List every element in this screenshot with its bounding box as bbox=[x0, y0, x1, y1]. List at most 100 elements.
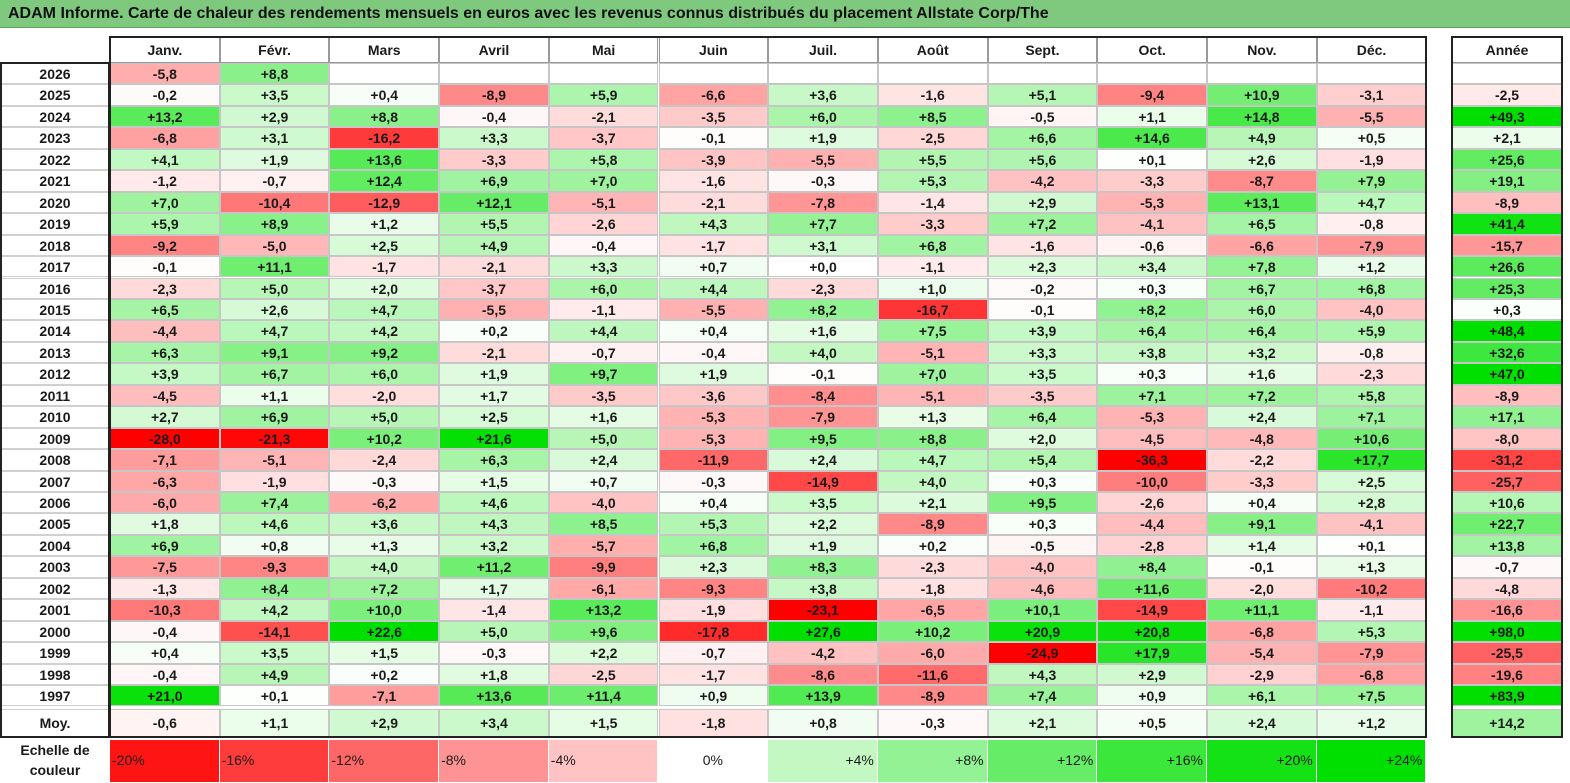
heatmap-cell: +0,4 bbox=[110, 642, 220, 664]
row-label: 2020 bbox=[0, 191, 110, 214]
year-total-cell: +98,0 bbox=[1452, 620, 1562, 643]
heatmap-cell: +8,4 bbox=[1097, 556, 1207, 578]
heatmap-cell: +0,4 bbox=[329, 84, 440, 106]
heatmap-cell: -9,4 bbox=[1097, 84, 1207, 106]
heatmap-cell bbox=[439, 63, 549, 85]
heatmap-cell: +4,7 bbox=[219, 320, 330, 342]
heatmap-cell: -0,5 bbox=[987, 105, 1098, 128]
year-total-cell: +83,9 bbox=[1452, 685, 1562, 707]
heatmap-cell: +11,1 bbox=[219, 256, 330, 278]
color-scale-swatch: +16% bbox=[1097, 740, 1207, 782]
row-label: 2026 bbox=[0, 63, 110, 85]
heatmap-cell: +1,9 bbox=[768, 534, 878, 557]
heatmap-cell: -1,7 bbox=[658, 663, 769, 686]
heatmap-cell: -28,0 bbox=[110, 427, 220, 450]
heatmap-cell: +0,1 bbox=[1097, 148, 1207, 171]
row-label: 2006 bbox=[0, 492, 110, 514]
color-scale-swatch: -4% bbox=[548, 740, 659, 782]
heatmap-cell: +9,6 bbox=[548, 620, 659, 643]
color-scale-swatch: +4% bbox=[768, 740, 878, 782]
heatmap-cell: +4,9 bbox=[219, 663, 330, 686]
heatmap-cell: -3,5 bbox=[548, 384, 659, 407]
heatmap-cell: -0,1 bbox=[1207, 556, 1317, 578]
heatmap-cell: +1,7 bbox=[439, 384, 549, 407]
year-total-cell: -25,7 bbox=[1452, 470, 1562, 492]
heatmap-cell: +20,8 bbox=[1097, 620, 1207, 643]
heatmap-cell: -1,6 bbox=[877, 84, 988, 106]
heatmap-cell: +6,1 bbox=[1207, 685, 1317, 707]
heatmap-cell: +2,1 bbox=[877, 492, 988, 514]
heatmap-cell: -0,5 bbox=[987, 534, 1098, 557]
heatmap-cell: -6,0 bbox=[877, 642, 988, 664]
heatmap-cell: +7,7 bbox=[768, 213, 878, 235]
heatmap-cell: -9,9 bbox=[548, 556, 659, 578]
row-label: 2008 bbox=[0, 449, 110, 471]
heatmap-cell: -1,4 bbox=[439, 599, 549, 621]
heatmap-cell: -2,3 bbox=[877, 556, 988, 578]
year-total-cell: -4,8 bbox=[1452, 577, 1562, 600]
color-scale-swatch: +8% bbox=[877, 740, 988, 782]
heatmap-cell: +3,3 bbox=[987, 341, 1098, 364]
heatmap-cell: +1,3 bbox=[877, 406, 988, 428]
heatmap-cell: -0,7 bbox=[658, 642, 769, 664]
heatmap-cell: -1,4 bbox=[877, 191, 988, 214]
heatmap-cell: +4,3 bbox=[439, 513, 549, 535]
heatmap-cell: +9,1 bbox=[219, 341, 330, 364]
heatmap-cell: +4,1 bbox=[110, 148, 220, 171]
heatmap-cell: +1,8 bbox=[439, 663, 549, 686]
heatmap-cell: -16,7 bbox=[877, 298, 988, 321]
heatmap-cell: +22,6 bbox=[329, 620, 440, 643]
year-total-cell: +25,3 bbox=[1452, 277, 1562, 299]
row-label: 2016 bbox=[0, 277, 110, 299]
heatmap-cell: +7,0 bbox=[548, 170, 659, 192]
heatmap-cell: +0,1 bbox=[1316, 534, 1427, 557]
heatmap-cell: +13,6 bbox=[439, 685, 549, 707]
column-header: Avril bbox=[439, 37, 549, 63]
year-total-cell: +2,1 bbox=[1452, 127, 1562, 149]
heatmap-cell: +8,4 bbox=[219, 577, 330, 600]
heatmap-cell bbox=[877, 63, 988, 85]
heatmap-cell bbox=[658, 63, 769, 85]
heatmap-cell: +3,2 bbox=[1207, 341, 1317, 364]
heatmap-cell: -21,3 bbox=[219, 427, 330, 450]
heatmap-cell: +11,1 bbox=[1207, 599, 1317, 621]
average-cell: +3,4 bbox=[439, 708, 549, 737]
heatmap-cell: -0,4 bbox=[110, 663, 220, 686]
heatmap-cell: +13,6 bbox=[329, 148, 440, 171]
average-row-label: Moy. bbox=[0, 708, 110, 737]
heatmap-cell: -6,2 bbox=[329, 492, 440, 514]
heatmap-cell: +2,4 bbox=[768, 449, 878, 471]
heatmap-cell: -7,1 bbox=[329, 685, 440, 707]
heatmap-cell: -12,9 bbox=[329, 191, 440, 214]
heatmap-cell: -8,4 bbox=[768, 384, 878, 407]
heatmap-cell: +5,0 bbox=[439, 620, 549, 643]
year-total-cell: -31,2 bbox=[1452, 449, 1562, 471]
heatmap-cell: -2,4 bbox=[329, 449, 440, 471]
heatmap-cell: +0,3 bbox=[987, 513, 1098, 535]
row-label: 2025 bbox=[0, 84, 110, 106]
heatmap-cell: -2,5 bbox=[877, 127, 988, 149]
heatmap-cell: -4,0 bbox=[1316, 298, 1427, 321]
heatmap-cell: +1,1 bbox=[219, 384, 330, 407]
heatmap-cell: +6,9 bbox=[219, 406, 330, 428]
heatmap-cell: +9,7 bbox=[548, 363, 659, 385]
heatmap-cell: -8,6 bbox=[768, 663, 878, 686]
heatmap-cell: -2,1 bbox=[439, 341, 549, 364]
average-cell: +1,2 bbox=[1316, 708, 1427, 737]
heatmap-cell: +8,3 bbox=[768, 556, 878, 578]
heatmap-cell: +3,5 bbox=[768, 492, 878, 514]
heatmap-cell: -0,3 bbox=[329, 470, 440, 492]
heatmap-cell: -5,1 bbox=[219, 449, 330, 471]
heatmap-cell: -1,3 bbox=[110, 577, 220, 600]
heatmap-cell: -10,4 bbox=[219, 191, 330, 214]
heatmap-cell: -1,6 bbox=[987, 234, 1098, 257]
heatmap-cell: +9,5 bbox=[987, 492, 1098, 514]
row-label: 1999 bbox=[0, 642, 110, 664]
average-cell: +2,1 bbox=[987, 708, 1098, 737]
row-label: 2024 bbox=[0, 105, 110, 128]
year-total-cell: -16,6 bbox=[1452, 599, 1562, 621]
year-total-cell: -2,5 bbox=[1452, 84, 1562, 106]
heatmap-cell: +2,3 bbox=[658, 556, 769, 578]
heatmap-cell: +4,3 bbox=[658, 213, 769, 235]
column-header: Sept. bbox=[987, 37, 1098, 63]
